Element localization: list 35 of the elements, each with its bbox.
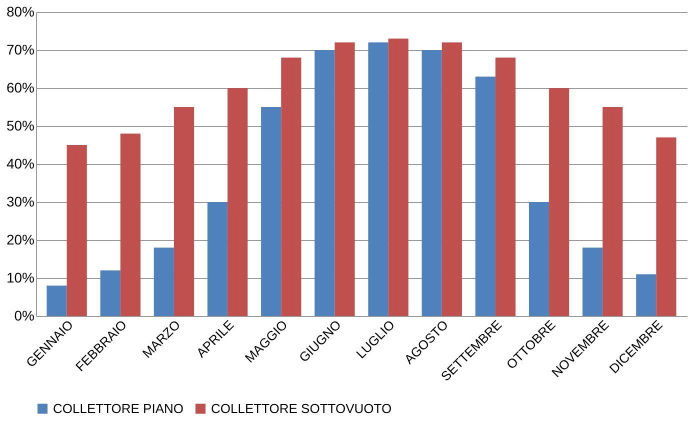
y-tick-label: 70% — [6, 42, 34, 58]
y-tick-label: 30% — [6, 194, 34, 210]
legend-label: COLLETTORE SOTTOVUOTO — [211, 400, 392, 416]
bar — [549, 88, 570, 316]
bar — [422, 50, 442, 316]
bar — [495, 58, 516, 316]
bar — [207, 202, 228, 316]
bar — [582, 248, 603, 316]
y-tick-label: 40% — [6, 156, 34, 172]
bar — [46, 286, 67, 316]
legend-label: COLLETTORE PIANO — [53, 400, 184, 416]
bar — [334, 42, 355, 316]
bar — [368, 42, 388, 316]
y-tick-label: 20% — [6, 232, 34, 248]
bar — [602, 107, 623, 316]
bar — [66, 145, 87, 316]
bar — [120, 134, 140, 316]
bar — [281, 58, 302, 316]
bar — [174, 107, 194, 316]
y-tick-label: 10% — [6, 270, 34, 286]
bar — [656, 137, 676, 316]
bar — [475, 76, 496, 316]
y-tick-label: 60% — [6, 80, 34, 96]
bar — [154, 248, 174, 316]
y-tick-label: 0% — [14, 308, 34, 324]
bar — [442, 42, 462, 316]
y-tick-label: 50% — [6, 118, 34, 134]
bar — [228, 88, 248, 316]
y-tick-label: 80% — [6, 4, 34, 20]
bar — [314, 50, 335, 316]
bar — [528, 202, 550, 316]
bar — [636, 274, 656, 316]
bar — [388, 38, 408, 316]
bar — [261, 107, 282, 316]
bar — [100, 270, 120, 316]
